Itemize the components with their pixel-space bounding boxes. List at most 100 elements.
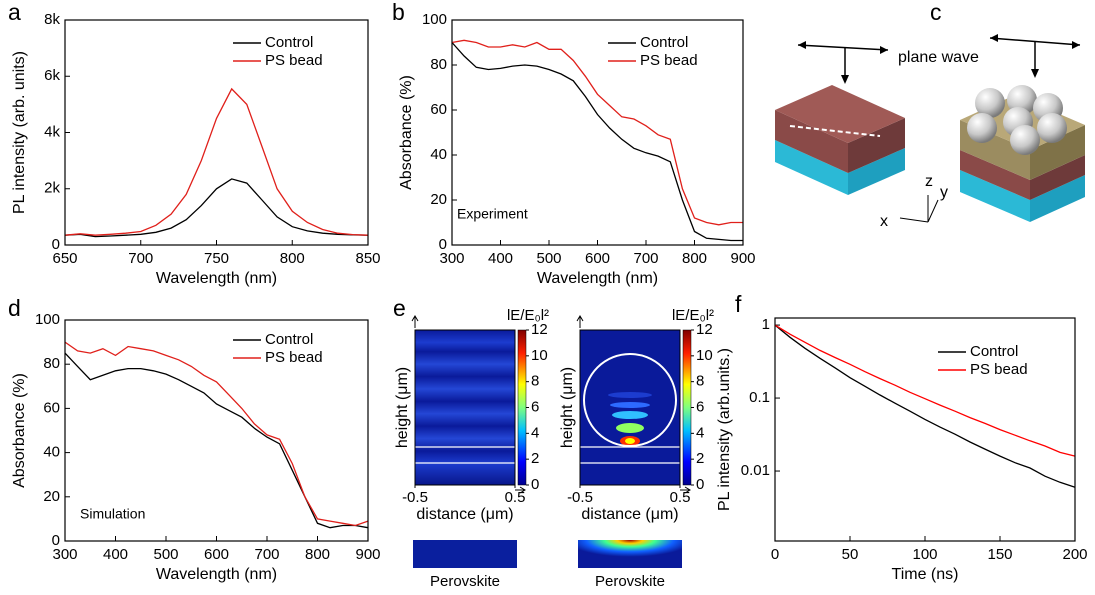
legend-label: PS bead [970, 361, 1028, 378]
colorbar-tick-label: 8 [696, 373, 704, 390]
perovskite-map [578, 540, 682, 568]
x-axis-label: Wavelength (nm) [156, 566, 277, 583]
x-tick-label: 400 [103, 546, 128, 563]
x-tick-label: 700 [254, 546, 279, 563]
colorbar-tick-label: 2 [696, 450, 704, 467]
legend-label: PS bead [265, 349, 323, 366]
series-line [64, 341, 369, 527]
x-tick-label: 600 [204, 546, 229, 563]
field-hotspot [612, 411, 648, 419]
y-tick-label: 20 [430, 191, 447, 208]
colorbar-tick-label: 2 [531, 450, 539, 467]
x-tick-label: -0.5 [402, 489, 428, 506]
map-frame [579, 329, 681, 486]
colorbar-tick-label: 0 [696, 476, 704, 493]
annotation: Experiment [457, 206, 528, 222]
legend-label: PS bead [640, 52, 698, 69]
bead-outline [583, 353, 677, 447]
colorbar [517, 329, 527, 486]
x-tick-label: 0.5 [505, 489, 526, 506]
plot-frame [774, 317, 1076, 542]
x-tick-label: 600 [585, 250, 610, 267]
x-tick-label: 700 [633, 250, 658, 267]
plot-frame [451, 19, 744, 246]
annotation: Simulation [80, 506, 145, 522]
panel-label: c [930, 0, 942, 25]
legend-label: Control [265, 331, 313, 348]
panel-label: d [8, 295, 21, 321]
annotation: plane wave [898, 49, 979, 66]
y-tick-label: 0 [52, 236, 60, 253]
colorbar-tick-label: 12 [531, 321, 548, 338]
field-map [415, 330, 515, 485]
x-tick-label: 650 [52, 250, 77, 267]
y-tick-label: 8k [44, 11, 60, 28]
axis-name: x [880, 213, 888, 230]
x-tick-label: 800 [305, 546, 330, 563]
x-tick-label: 400 [488, 250, 513, 267]
series-line [451, 42, 743, 242]
y-tick-label: 1 [762, 316, 770, 333]
x-tick-label: 900 [730, 250, 755, 267]
panel-label: e [393, 295, 406, 321]
y-tick-label: 100 [422, 11, 447, 28]
x-tick-label: 0 [771, 546, 779, 563]
x-tick-label: 900 [355, 546, 380, 563]
x-tick-label: 850 [355, 250, 380, 267]
legend-label: Control [640, 34, 688, 51]
map-frame [414, 329, 516, 486]
y-tick-label: 6k [44, 67, 60, 84]
colorbar-tick-label: 0 [531, 476, 539, 493]
y-tick-label: 100 [35, 311, 60, 328]
x-tick-label: 150 [987, 546, 1012, 563]
y-tick-label: 0 [52, 532, 60, 549]
x-axis-label: distance (μm) [416, 506, 513, 523]
colorbar-tick-label: 6 [531, 398, 539, 415]
colorbar-tick-label: 4 [696, 424, 704, 441]
field-hotspot [616, 423, 644, 433]
plot-frame [64, 19, 369, 246]
x-tick-label: 750 [204, 250, 229, 267]
colorbar-tick-label: 10 [696, 347, 713, 364]
x-tick-label: 800 [280, 250, 305, 267]
y-tick-label: 4k [44, 123, 60, 140]
axis-arrow [576, 315, 584, 328]
x-tick-label: -0.5 [567, 489, 593, 506]
y-axis-label: height (μm) [394, 367, 411, 448]
axis-name: z [925, 173, 933, 190]
legend-label: Control [970, 343, 1018, 360]
x-tick-label: 0.5 [670, 489, 691, 506]
axis-arrow [680, 486, 691, 494]
series-line [64, 178, 369, 238]
field-hotspot [608, 392, 652, 398]
y-tick-label: 2k [44, 180, 60, 197]
series-line [64, 87, 369, 236]
y-tick-label: 40 [430, 146, 447, 163]
x-tick-label: 800 [682, 250, 707, 267]
colorbar-tick-label: 6 [696, 398, 704, 415]
field-hotspot [610, 402, 650, 408]
y-tick-label: 0.01 [741, 462, 770, 479]
perovskite-map [413, 540, 517, 568]
x-tick-label: 200 [1062, 546, 1087, 563]
x-tick-label: 300 [52, 546, 77, 563]
panel-label: b [392, 0, 405, 25]
caption: Perovskite [430, 573, 500, 590]
y-axis-label: PL intensity (arb.units.) [716, 348, 733, 511]
colorbar-tick-label: 8 [531, 373, 539, 390]
structure-illustration [775, 34, 1085, 223]
colorbar-label: lE/E₀l² [672, 307, 714, 324]
series-line [451, 39, 743, 226]
x-tick-label: 500 [536, 250, 561, 267]
axis-name: y [940, 184, 948, 201]
series-line [774, 324, 1076, 488]
field-hotspot [625, 438, 635, 444]
legend-label: Control [265, 34, 313, 51]
colorbar-label: lE/E₀l² [507, 307, 549, 324]
y-tick-label: 20 [43, 488, 60, 505]
axis-arrow [515, 486, 526, 494]
panel-label: a [8, 0, 21, 25]
y-axis-label: PL intensity (arb. units) [11, 51, 28, 214]
y-axis-label: Absorbance (%) [398, 75, 415, 190]
